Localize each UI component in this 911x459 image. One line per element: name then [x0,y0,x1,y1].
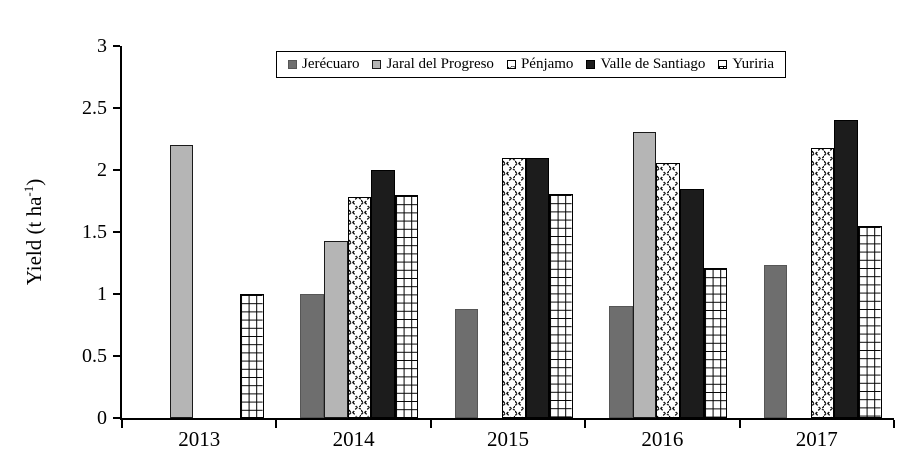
bar-yuriria-2015 [549,193,573,418]
y-tick-mark [113,355,120,357]
legend-swatch-icon [586,60,596,69]
legend-item-jer-cuaro: Jerécuaro [288,56,359,73]
x-category-label: 2016 [641,427,684,451]
legend-label: Jaral del Progreso [386,56,494,72]
y-axis-title-text: Yield (t ha [22,196,46,286]
bar-jer-cuaro-2014 [300,294,324,418]
legend-swatch-icon [372,60,382,69]
y-tick-mark [113,417,120,419]
x-category-label: 2015 [486,427,529,451]
legend-label: Jerécuaro [302,56,360,72]
y-axis-title-superscript: -1 [21,185,36,197]
legend-label: Pénjamo [520,56,574,72]
x-tick-mark [121,420,123,428]
y-tick-label: 2 [97,159,107,181]
legend-item-valle-de-santiago: Valle de Santiago [586,56,705,73]
bar-yuriria-2013 [240,294,264,418]
y-axis-title-suffix: ) [22,178,46,186]
x-category-label: 2017 [795,427,838,451]
bar-yuriria-2017 [858,225,882,418]
legend-item-p-njamo: Pénjamo [506,56,574,73]
y-tick-label: 1.5 [82,221,107,243]
bar-jaral-del-progreso-2016 [632,131,657,418]
x-category-label: 2014 [332,427,375,451]
y-tick-label: 2.5 [82,97,107,119]
bar-jaral-del-progreso-2014 [324,240,348,418]
x-category-label: 2013 [178,427,221,451]
y-tick-label: 3 [97,35,107,57]
bar-valle-de-santiago-2016 [680,188,704,418]
bar-jer-cuaro-2015 [454,308,479,418]
bar-p-njamo-2016 [656,162,680,418]
bar-jer-cuaro-2016 [609,306,633,418]
bar-p-njamo-2014 [347,197,372,418]
plot-area: 0 0.5 1 1.5 2 2.5 3 2013 2014 2015 2016 2017 [82,35,895,451]
legend-item-jaral-del-progreso: Jaral del Progreso [372,56,494,73]
y-tick-mark [113,231,120,233]
y-tick-mark [113,45,120,47]
legend-swatch-icon [506,60,516,69]
bar-valle-de-santiago-2015 [525,157,550,418]
bar-yuriria-2014 [394,194,419,418]
x-tick-mark [429,420,432,428]
bar-valle-de-santiago-2014 [371,170,395,418]
legend-swatch-icon [288,60,297,69]
y-tick-mark [113,107,120,109]
y-tick-mark [113,169,120,171]
y-tick-label: 0.5 [82,345,107,367]
x-tick-mark [738,420,741,428]
x-tick-mark [275,420,278,428]
bar-jer-cuaro-2017 [763,265,788,418]
legend-label: Valle de Santiago [600,56,706,72]
legend-item-yuriria: Yuriria [718,56,774,73]
y-tick-mark [113,293,120,295]
legend: Jerécuaro Jaral del Progreso Pénjamo Valle … [276,51,787,78]
x-tick-mark [893,420,895,428]
bar-yuriria-2016 [703,267,728,418]
bar-valle-de-santiago-2017 [834,120,858,418]
y-tick-label: 1 [97,283,107,305]
bar-p-njamo-2015 [502,157,526,418]
legend-swatch-icon [718,60,728,69]
bar-jaral-del-progreso-2013 [169,145,194,418]
x-tick-mark [584,420,587,428]
y-tick-label: 0 [97,407,107,429]
y-axis-title: Yield (t ha-1) [21,179,47,286]
legend-label: Yuriria [732,56,775,72]
bar-p-njamo-2017 [810,147,835,418]
